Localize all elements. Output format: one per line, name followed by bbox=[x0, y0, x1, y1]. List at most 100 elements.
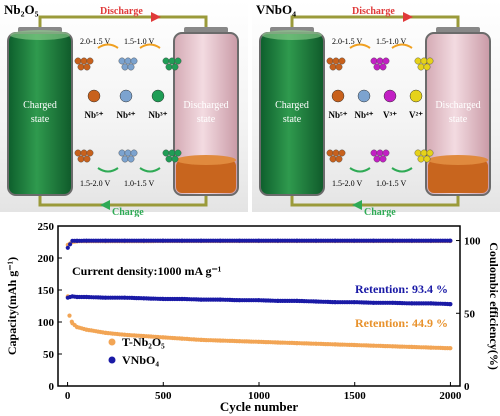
voltage-label: 1.5-1.0 V bbox=[376, 37, 407, 46]
ion-sphere bbox=[373, 63, 381, 71]
retention-label-vnbo4: Retention: 93.4 % bbox=[355, 282, 448, 296]
ion-legend-label: V²⁺ bbox=[409, 110, 423, 120]
discharge-label: Discharge bbox=[100, 6, 143, 17]
y-tick-label-left: 150 bbox=[38, 285, 55, 297]
charged-state-label-line2: state bbox=[283, 114, 302, 125]
ion-sphere bbox=[414, 149, 422, 157]
ion-sphere bbox=[382, 57, 390, 65]
ion-sphere bbox=[165, 63, 173, 71]
charged-state-label-line1: Charged bbox=[275, 100, 309, 111]
x-tick-label: 1500 bbox=[344, 390, 367, 402]
top-wire bbox=[38, 15, 208, 27]
x-axis-label: Cycle number bbox=[220, 399, 299, 414]
ion-sphere bbox=[130, 149, 138, 157]
legend-label-vnbo4: VNbO₄ bbox=[122, 353, 159, 367]
legend-marker-nb2o5 bbox=[108, 338, 116, 346]
ion-sphere bbox=[174, 149, 182, 157]
ion-sphere bbox=[83, 63, 91, 71]
ion-sphere bbox=[376, 149, 384, 157]
ion-sphere bbox=[83, 155, 91, 163]
ion-sphere bbox=[168, 149, 176, 157]
y-tick-label-right: 100 bbox=[464, 236, 481, 248]
ion-legend-sphere bbox=[151, 89, 165, 103]
ion-sphere bbox=[118, 149, 126, 157]
bottom-wire bbox=[290, 195, 460, 207]
ion-sphere bbox=[414, 57, 422, 65]
transition-arrow-icon bbox=[139, 167, 161, 173]
ion-sphere bbox=[174, 57, 182, 65]
ion-sphere bbox=[326, 149, 334, 157]
ion-legend: Nb⁵⁺ Nb⁴⁺ V³⁺ V²⁺ bbox=[329, 89, 423, 120]
charged-state-label-line1: Charged bbox=[23, 100, 57, 111]
data-point bbox=[67, 313, 72, 318]
ion-legend-sphere bbox=[383, 89, 397, 103]
x-tick-label: 2000 bbox=[439, 390, 462, 402]
legend-marker-vnbo4 bbox=[108, 356, 116, 364]
charged-state-label-line2: state bbox=[31, 114, 50, 125]
ion-sphere bbox=[162, 57, 170, 65]
ion-sphere bbox=[121, 155, 129, 163]
data-series bbox=[65, 238, 453, 351]
discharge-label: Discharge bbox=[352, 6, 395, 17]
ion-legend-label: Nb⁴⁺ bbox=[355, 110, 374, 120]
charged-battery-icon bbox=[259, 27, 325, 196]
ion-sphere bbox=[417, 155, 425, 163]
charge-label: Charge bbox=[364, 207, 396, 218]
ion-clusters bbox=[326, 57, 434, 163]
series-0 bbox=[65, 294, 453, 351]
transition-arrow-icon bbox=[139, 43, 161, 49]
ion-sphere bbox=[379, 63, 387, 71]
ion-sphere bbox=[118, 57, 126, 65]
chart-background bbox=[0, 217, 500, 416]
discharged-battery-icon bbox=[173, 27, 239, 196]
data-point bbox=[65, 245, 70, 250]
ion-legend-sphere bbox=[119, 89, 133, 103]
ion-sphere bbox=[370, 149, 378, 157]
ion-sphere bbox=[127, 63, 135, 71]
voltage-label: 1.5-1.0 V bbox=[124, 37, 155, 46]
data-point bbox=[448, 302, 453, 307]
discharged-battery-icon bbox=[425, 27, 491, 196]
data-point bbox=[68, 242, 73, 247]
ion-sphere bbox=[335, 155, 343, 163]
ion-sphere bbox=[121, 63, 129, 71]
ion-sphere bbox=[426, 57, 434, 65]
data-point bbox=[448, 238, 453, 243]
current-density-annotation: Current density:1000 mA g⁻¹ bbox=[72, 264, 222, 278]
ion-legend-label: Nb⁵⁺ bbox=[85, 110, 104, 120]
voltage-label: 2.0-1.5 V bbox=[332, 37, 363, 46]
ion-sphere bbox=[171, 63, 179, 71]
discharged-state-label-line1: Discharged bbox=[435, 100, 480, 111]
transition-arrow-icon bbox=[349, 43, 371, 49]
bottom-wire bbox=[38, 195, 208, 207]
y-tick-label-left: 200 bbox=[38, 253, 55, 265]
y-tick-label-left: 50 bbox=[43, 349, 55, 361]
voltage-label: 1.0-1.5 V bbox=[124, 179, 155, 188]
ion-sphere bbox=[124, 57, 132, 65]
legend-label-nb2o5: T-Nb₂O₅ bbox=[122, 335, 165, 349]
ion-sphere bbox=[80, 149, 88, 157]
transition-arrow-icon bbox=[391, 167, 413, 173]
ion-sphere bbox=[326, 57, 334, 65]
discharge-arrow-icon bbox=[403, 12, 413, 22]
series-3 bbox=[65, 238, 453, 250]
ion-sphere bbox=[74, 149, 82, 157]
ion-sphere bbox=[370, 57, 378, 65]
ion-sphere bbox=[162, 149, 170, 157]
ion-sphere bbox=[86, 149, 94, 157]
y-tick-label-left: 100 bbox=[38, 317, 55, 329]
y-axis-label-left: Capacity(mAh g⁻¹) bbox=[5, 257, 19, 355]
transition-arrow-icon bbox=[97, 43, 119, 49]
data-point bbox=[448, 346, 453, 351]
ion-sphere bbox=[423, 63, 431, 71]
ion-legend-label: Nb³⁺ bbox=[149, 110, 168, 120]
ion-sphere bbox=[171, 155, 179, 163]
ion-sphere bbox=[124, 149, 132, 157]
y-tick-label-left: 0 bbox=[49, 381, 55, 393]
ion-sphere bbox=[417, 63, 425, 71]
ion-sphere bbox=[165, 155, 173, 163]
